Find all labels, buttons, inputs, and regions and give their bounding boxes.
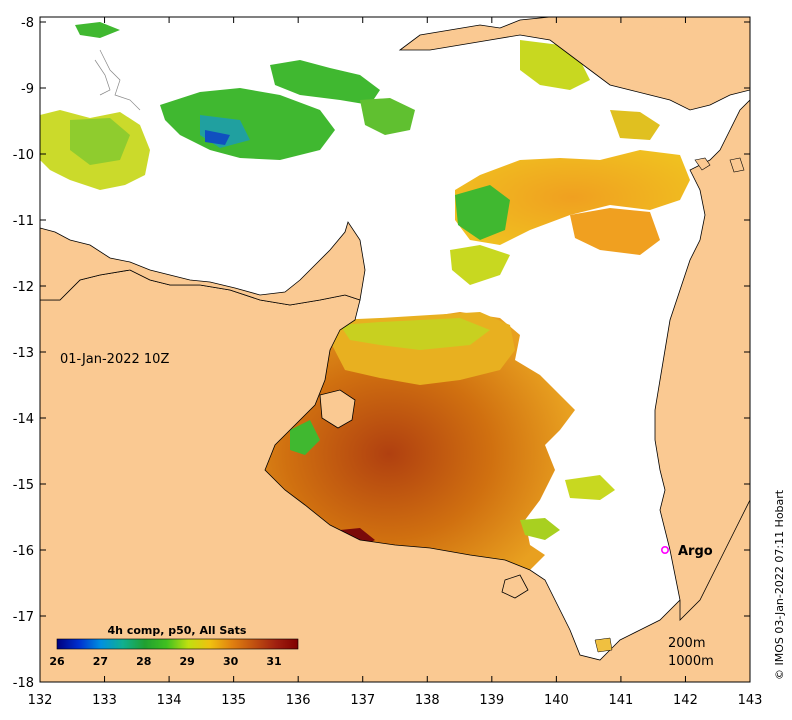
imos-credit: © IMOS 03-Jan-2022 07:11 Hobart	[773, 489, 786, 680]
lat-tick-label: -11	[13, 214, 34, 229]
timestamp-label: 01-Jan-2022 10Z	[60, 352, 169, 367]
lon-tick-label: 136	[286, 693, 311, 708]
lat-tick-label: -14	[13, 412, 34, 427]
lon-tick-label: 140	[544, 693, 569, 708]
latitude-axis: -8 -9 -10 -11 -12 -13 -14 -15 -16 -17 -18	[13, 16, 750, 691]
bathymetry-label-1000m: 1000m	[668, 654, 714, 669]
lat-tick-label: -16	[13, 544, 34, 559]
lat-tick-label: -10	[13, 148, 34, 163]
colorbar-tick-label: 27	[93, 655, 108, 668]
map-frame	[39, 16, 751, 683]
sst-data-layer	[40, 22, 690, 570]
bathymetry-label-200m: 200m	[668, 636, 705, 651]
lat-tick-label: -8	[21, 16, 34, 31]
argo-float-marker[interactable]	[660, 545, 669, 554]
lat-tick-label: -15	[13, 478, 34, 493]
lon-tick-label: 137	[350, 693, 375, 708]
lon-tick-label: 135	[221, 693, 246, 708]
lat-tick-label: -12	[13, 280, 34, 295]
colorbar-ticks: 26 27 28 29 30 31	[49, 655, 281, 668]
colorbar: 4h comp, p50, All Sats 26 27 28 29 30 31	[49, 624, 299, 668]
lat-tick-label: -17	[13, 610, 34, 625]
argo-label: Argo	[678, 544, 713, 559]
colorbar-tick-label: 30	[223, 655, 239, 668]
lon-tick-label: 141	[608, 693, 633, 708]
colorbar-bar	[56, 638, 299, 650]
colorbar-tick-label: 28	[136, 655, 151, 668]
lon-tick-label: 139	[479, 693, 504, 708]
land-layer	[39, 16, 751, 683]
lat-tick-label: -13	[13, 346, 34, 361]
lon-tick-label: 133	[92, 693, 117, 708]
colorbar-tick-label: 31	[266, 655, 281, 668]
lat-tick-label: -18	[13, 676, 34, 691]
lon-tick-label: 134	[157, 693, 182, 708]
lon-tick-label: 142	[673, 693, 698, 708]
bathymetry-contours	[94, 49, 141, 111]
lon-tick-label: 132	[28, 693, 53, 708]
colorbar-tick-label: 29	[180, 655, 195, 668]
lon-tick-label: 143	[738, 693, 763, 708]
lon-tick-label: 138	[415, 693, 440, 708]
colorbar-tick-label: 26	[49, 655, 65, 668]
colorbar-title: 4h comp, p50, All Sats	[108, 624, 247, 637]
lat-tick-label: -9	[21, 82, 34, 97]
longitude-axis: 132 133 134 135 136 137 138 139 140 141 142 143	[28, 17, 763, 708]
